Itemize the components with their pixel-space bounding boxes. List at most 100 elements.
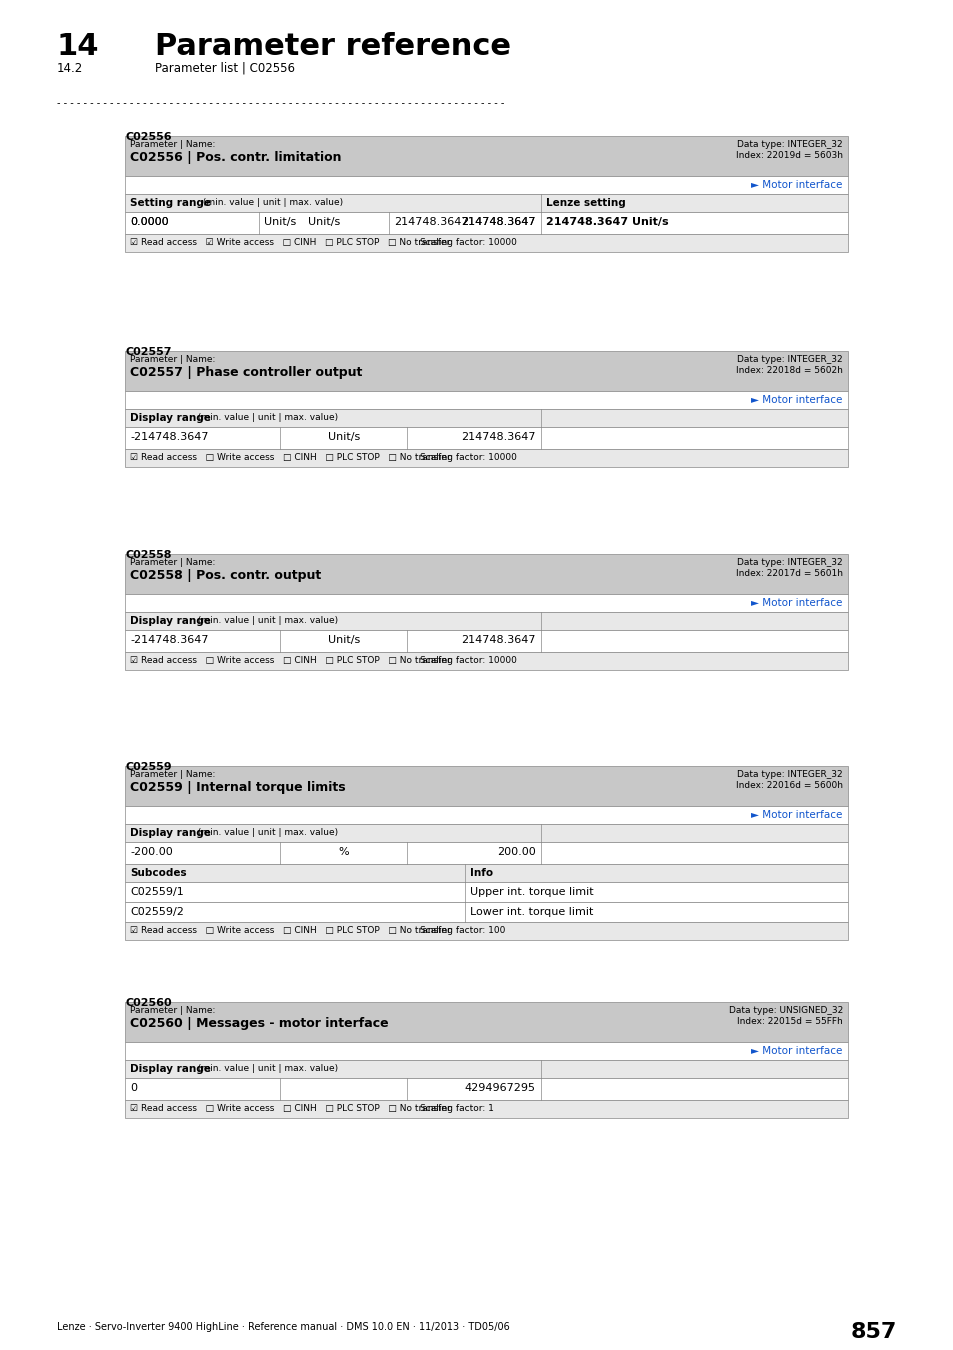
Text: Unit/s: Unit/s [308,217,339,227]
Text: 200.00: 200.00 [497,846,536,857]
Text: Data type: INTEGER_32: Data type: INTEGER_32 [737,558,842,567]
Text: 0: 0 [130,1083,137,1094]
Text: (min. value | unit | max. value): (min. value | unit | max. value) [194,413,337,423]
Text: Scaling factor: 1: Scaling factor: 1 [419,1104,494,1112]
Text: Parameter | Name:: Parameter | Name: [130,1006,215,1015]
Bar [125,554,847,594]
Text: C02560: C02560 [125,998,172,1008]
Text: ► Motor interface: ► Motor interface [750,180,841,190]
Text: ► Motor interface: ► Motor interface [750,810,841,819]
Bar [125,922,847,940]
Text: ☑ Read access   ☑ Write access   □ CINH   □ PLC STOP   □ No transfer: ☑ Read access ☑ Write access □ CINH □ PL… [130,238,450,247]
Text: Scaling factor: 10000: Scaling factor: 10000 [419,454,517,462]
Bar [125,806,847,824]
Text: ☑ Read access   □ Write access   □ CINH   □ PLC STOP   □ No transfer: ☑ Read access □ Write access □ CINH □ PL… [130,656,450,666]
Text: ☑ Read access   □ Write access   □ CINH   □ PLC STOP   □ No transfer: ☑ Read access □ Write access □ CINH □ PL… [130,926,450,936]
Text: Data type: INTEGER_32: Data type: INTEGER_32 [737,140,842,148]
Bar [125,1042,847,1060]
Text: 14.2: 14.2 [57,62,83,76]
Text: Unit/s: Unit/s [327,432,359,441]
Bar [125,594,847,612]
Text: (min. value | unit | max. value): (min. value | unit | max. value) [194,828,337,837]
Bar [125,194,847,212]
Text: ☑ Read access   □ Write access   □ CINH   □ PLC STOP   □ No transfer: ☑ Read access □ Write access □ CINH □ PL… [130,454,450,462]
Bar [125,409,847,427]
Text: C02560 | Messages - motor interface: C02560 | Messages - motor interface [130,1017,388,1030]
Bar [125,450,847,467]
Text: C02558 | Pos. contr. output: C02558 | Pos. contr. output [130,568,321,582]
Text: Display range: Display range [130,1064,211,1075]
Bar [125,864,847,882]
Text: %: % [338,846,349,857]
Text: C02557: C02557 [125,347,172,356]
Text: Index: 22015d = 55FFh: Index: 22015d = 55FFh [737,1017,842,1026]
Bar [125,427,847,450]
Bar [125,1002,847,1042]
Text: (min. value | unit | max. value): (min. value | unit | max. value) [194,616,337,625]
Text: -200.00: -200.00 [130,846,172,857]
Text: 0.0000: 0.0000 [130,217,169,227]
Bar [125,136,847,176]
Text: -214748.3647: -214748.3647 [130,432,209,441]
Text: ☑ Read access   □ Write access   □ CINH   □ PLC STOP   □ No transfer: ☑ Read access □ Write access □ CINH □ PL… [130,1104,450,1112]
Text: 857: 857 [850,1322,896,1342]
Bar [125,652,847,670]
Text: ► Motor interface: ► Motor interface [750,1046,841,1056]
Text: C02556: C02556 [125,132,172,142]
Bar [125,882,847,902]
Text: C02559 | Internal torque limits: C02559 | Internal torque limits [130,782,345,794]
Text: Data type: INTEGER_32: Data type: INTEGER_32 [737,355,842,364]
Bar [125,842,847,864]
Text: C02556 | Pos. contr. limitation: C02556 | Pos. contr. limitation [130,151,341,163]
Bar [125,765,847,806]
Bar [125,234,847,252]
Text: (min. value | unit | max. value): (min. value | unit | max. value) [200,198,343,207]
Bar [125,176,847,194]
Bar [125,392,847,409]
Text: Parameter | Name:: Parameter | Name: [130,769,215,779]
Text: Parameter reference: Parameter reference [154,32,511,61]
Text: Index: 22016d = 5600h: Index: 22016d = 5600h [735,782,842,790]
Text: Data type: UNSIGNED_32: Data type: UNSIGNED_32 [728,1006,842,1015]
Text: Scaling factor: 10000: Scaling factor: 10000 [419,656,517,666]
Text: Parameter list | C02556: Parameter list | C02556 [154,62,294,76]
Text: 214748.3647 Unit/s: 214748.3647 Unit/s [545,217,668,227]
Bar [125,630,847,652]
Text: C02559/1: C02559/1 [130,887,184,896]
Bar [125,212,847,234]
Text: Lenze setting: Lenze setting [545,198,625,208]
Bar [125,902,847,922]
Text: 14: 14 [57,32,99,61]
Text: Lenze · Servo-Inverter 9400 HighLine · Reference manual · DMS 10.0 EN · 11/2013 : Lenze · Servo-Inverter 9400 HighLine · R… [57,1322,509,1332]
Bar [125,1079,847,1100]
Text: - - - - - - - - - - - - - - - - - - - - - - - - - - - - - - - - - - - - - - - - : - - - - - - - - - - - - - - - - - - - - … [57,99,507,108]
Text: 214748.3647: 214748.3647 [460,432,536,441]
Text: Unit/s: Unit/s [263,217,295,227]
Text: Index: 22019d = 5603h: Index: 22019d = 5603h [735,151,842,161]
Text: Data type: INTEGER_32: Data type: INTEGER_32 [737,769,842,779]
Bar [125,1060,847,1079]
Text: C02558: C02558 [125,549,172,560]
Text: 0.0000: 0.0000 [130,217,169,227]
Text: Display range: Display range [130,616,211,626]
Bar [125,824,847,842]
Bar [125,1100,847,1118]
Text: Scaling factor: 10000: Scaling factor: 10000 [419,238,517,247]
Text: 214748.3647: 214748.3647 [460,217,536,227]
Text: Parameter | Name:: Parameter | Name: [130,140,215,148]
Text: Index: 22018d = 5602h: Index: 22018d = 5602h [736,366,842,375]
Text: Setting range: Setting range [130,198,211,208]
Text: Display range: Display range [130,413,211,423]
Text: -214748.3647: -214748.3647 [130,634,209,645]
Text: Upper int. torque limit: Upper int. torque limit [469,887,593,896]
Text: 214748.3647: 214748.3647 [394,217,468,227]
Text: C02559/2: C02559/2 [130,907,184,917]
Text: 214748.3647: 214748.3647 [460,217,536,227]
Text: ► Motor interface: ► Motor interface [750,396,841,405]
Text: Subcodes: Subcodes [130,868,187,878]
Text: Scaling factor: 100: Scaling factor: 100 [419,926,505,936]
Text: (min. value | unit | max. value): (min. value | unit | max. value) [194,1064,337,1073]
Text: 4294967295: 4294967295 [464,1083,536,1094]
Text: Display range: Display range [130,828,211,838]
Text: Parameter | Name:: Parameter | Name: [130,355,215,364]
